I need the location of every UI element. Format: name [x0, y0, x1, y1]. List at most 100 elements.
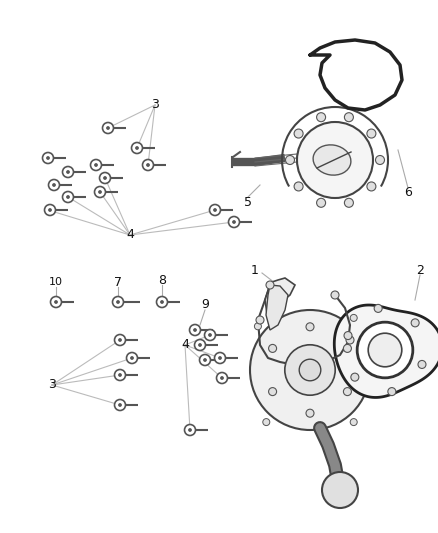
Circle shape [256, 316, 264, 324]
Circle shape [106, 126, 110, 130]
Text: 6: 6 [404, 185, 412, 198]
Circle shape [331, 291, 339, 299]
Circle shape [254, 323, 261, 330]
Circle shape [209, 205, 220, 215]
Circle shape [208, 334, 212, 336]
Text: 4: 4 [126, 229, 134, 241]
Circle shape [114, 369, 126, 381]
Circle shape [418, 360, 426, 368]
Circle shape [346, 336, 354, 344]
Circle shape [367, 182, 376, 191]
Circle shape [146, 164, 149, 166]
Circle shape [344, 198, 353, 207]
Circle shape [266, 281, 274, 289]
Circle shape [351, 373, 359, 381]
Circle shape [103, 176, 106, 180]
Circle shape [268, 344, 276, 352]
Circle shape [285, 345, 335, 395]
Text: 10: 10 [49, 277, 63, 287]
Circle shape [119, 403, 121, 407]
Circle shape [50, 296, 61, 308]
Polygon shape [334, 305, 438, 398]
Circle shape [213, 208, 216, 212]
Circle shape [114, 400, 126, 410]
Circle shape [114, 335, 126, 345]
Circle shape [113, 296, 124, 308]
Circle shape [53, 183, 56, 187]
Circle shape [127, 352, 138, 364]
Circle shape [374, 304, 382, 312]
Circle shape [306, 409, 314, 417]
Text: 9: 9 [201, 298, 209, 311]
Text: 5: 5 [244, 196, 252, 208]
Circle shape [198, 343, 201, 346]
Circle shape [317, 112, 325, 122]
Circle shape [67, 171, 70, 174]
Circle shape [102, 123, 113, 133]
Circle shape [42, 152, 53, 164]
Circle shape [54, 301, 57, 303]
Circle shape [250, 310, 370, 430]
Circle shape [99, 173, 110, 183]
Circle shape [220, 376, 223, 379]
Text: 7: 7 [114, 276, 122, 288]
Circle shape [357, 322, 413, 378]
Circle shape [375, 156, 385, 165]
Circle shape [344, 112, 353, 122]
Text: 3: 3 [48, 378, 56, 392]
Circle shape [268, 387, 276, 395]
Circle shape [119, 338, 121, 342]
Circle shape [204, 359, 206, 361]
Circle shape [294, 182, 303, 191]
Polygon shape [265, 278, 295, 320]
Text: 3: 3 [151, 99, 159, 111]
Circle shape [160, 301, 163, 303]
Circle shape [194, 328, 197, 332]
Circle shape [131, 142, 142, 154]
Circle shape [299, 359, 321, 381]
Circle shape [49, 208, 52, 212]
Circle shape [135, 147, 138, 149]
Circle shape [142, 159, 153, 171]
Circle shape [67, 196, 70, 198]
Circle shape [343, 387, 351, 395]
Circle shape [49, 180, 60, 190]
Circle shape [317, 198, 325, 207]
Circle shape [306, 323, 314, 331]
Circle shape [131, 357, 134, 359]
Circle shape [388, 387, 396, 395]
Circle shape [233, 221, 236, 223]
Circle shape [184, 424, 195, 435]
Circle shape [343, 344, 351, 352]
Circle shape [229, 216, 240, 228]
Circle shape [63, 191, 74, 203]
Circle shape [216, 373, 227, 384]
Circle shape [344, 332, 352, 340]
Circle shape [63, 166, 74, 177]
Circle shape [322, 472, 358, 508]
Circle shape [45, 205, 56, 215]
Circle shape [286, 156, 294, 165]
Polygon shape [266, 285, 288, 330]
Circle shape [99, 190, 102, 193]
Circle shape [199, 354, 211, 366]
Circle shape [190, 325, 201, 335]
Text: 1: 1 [251, 263, 259, 277]
Circle shape [205, 329, 215, 341]
Circle shape [46, 157, 49, 159]
Ellipse shape [313, 145, 351, 175]
Circle shape [117, 301, 120, 303]
Circle shape [188, 429, 191, 432]
Circle shape [219, 357, 222, 359]
Circle shape [156, 296, 167, 308]
Circle shape [194, 340, 205, 351]
Circle shape [294, 129, 303, 138]
Text: 8: 8 [158, 273, 166, 287]
Circle shape [91, 159, 102, 171]
Circle shape [350, 418, 357, 425]
Circle shape [367, 129, 376, 138]
Circle shape [368, 333, 402, 367]
Text: 4: 4 [181, 338, 189, 351]
Circle shape [350, 314, 357, 321]
Text: 2: 2 [416, 263, 424, 277]
